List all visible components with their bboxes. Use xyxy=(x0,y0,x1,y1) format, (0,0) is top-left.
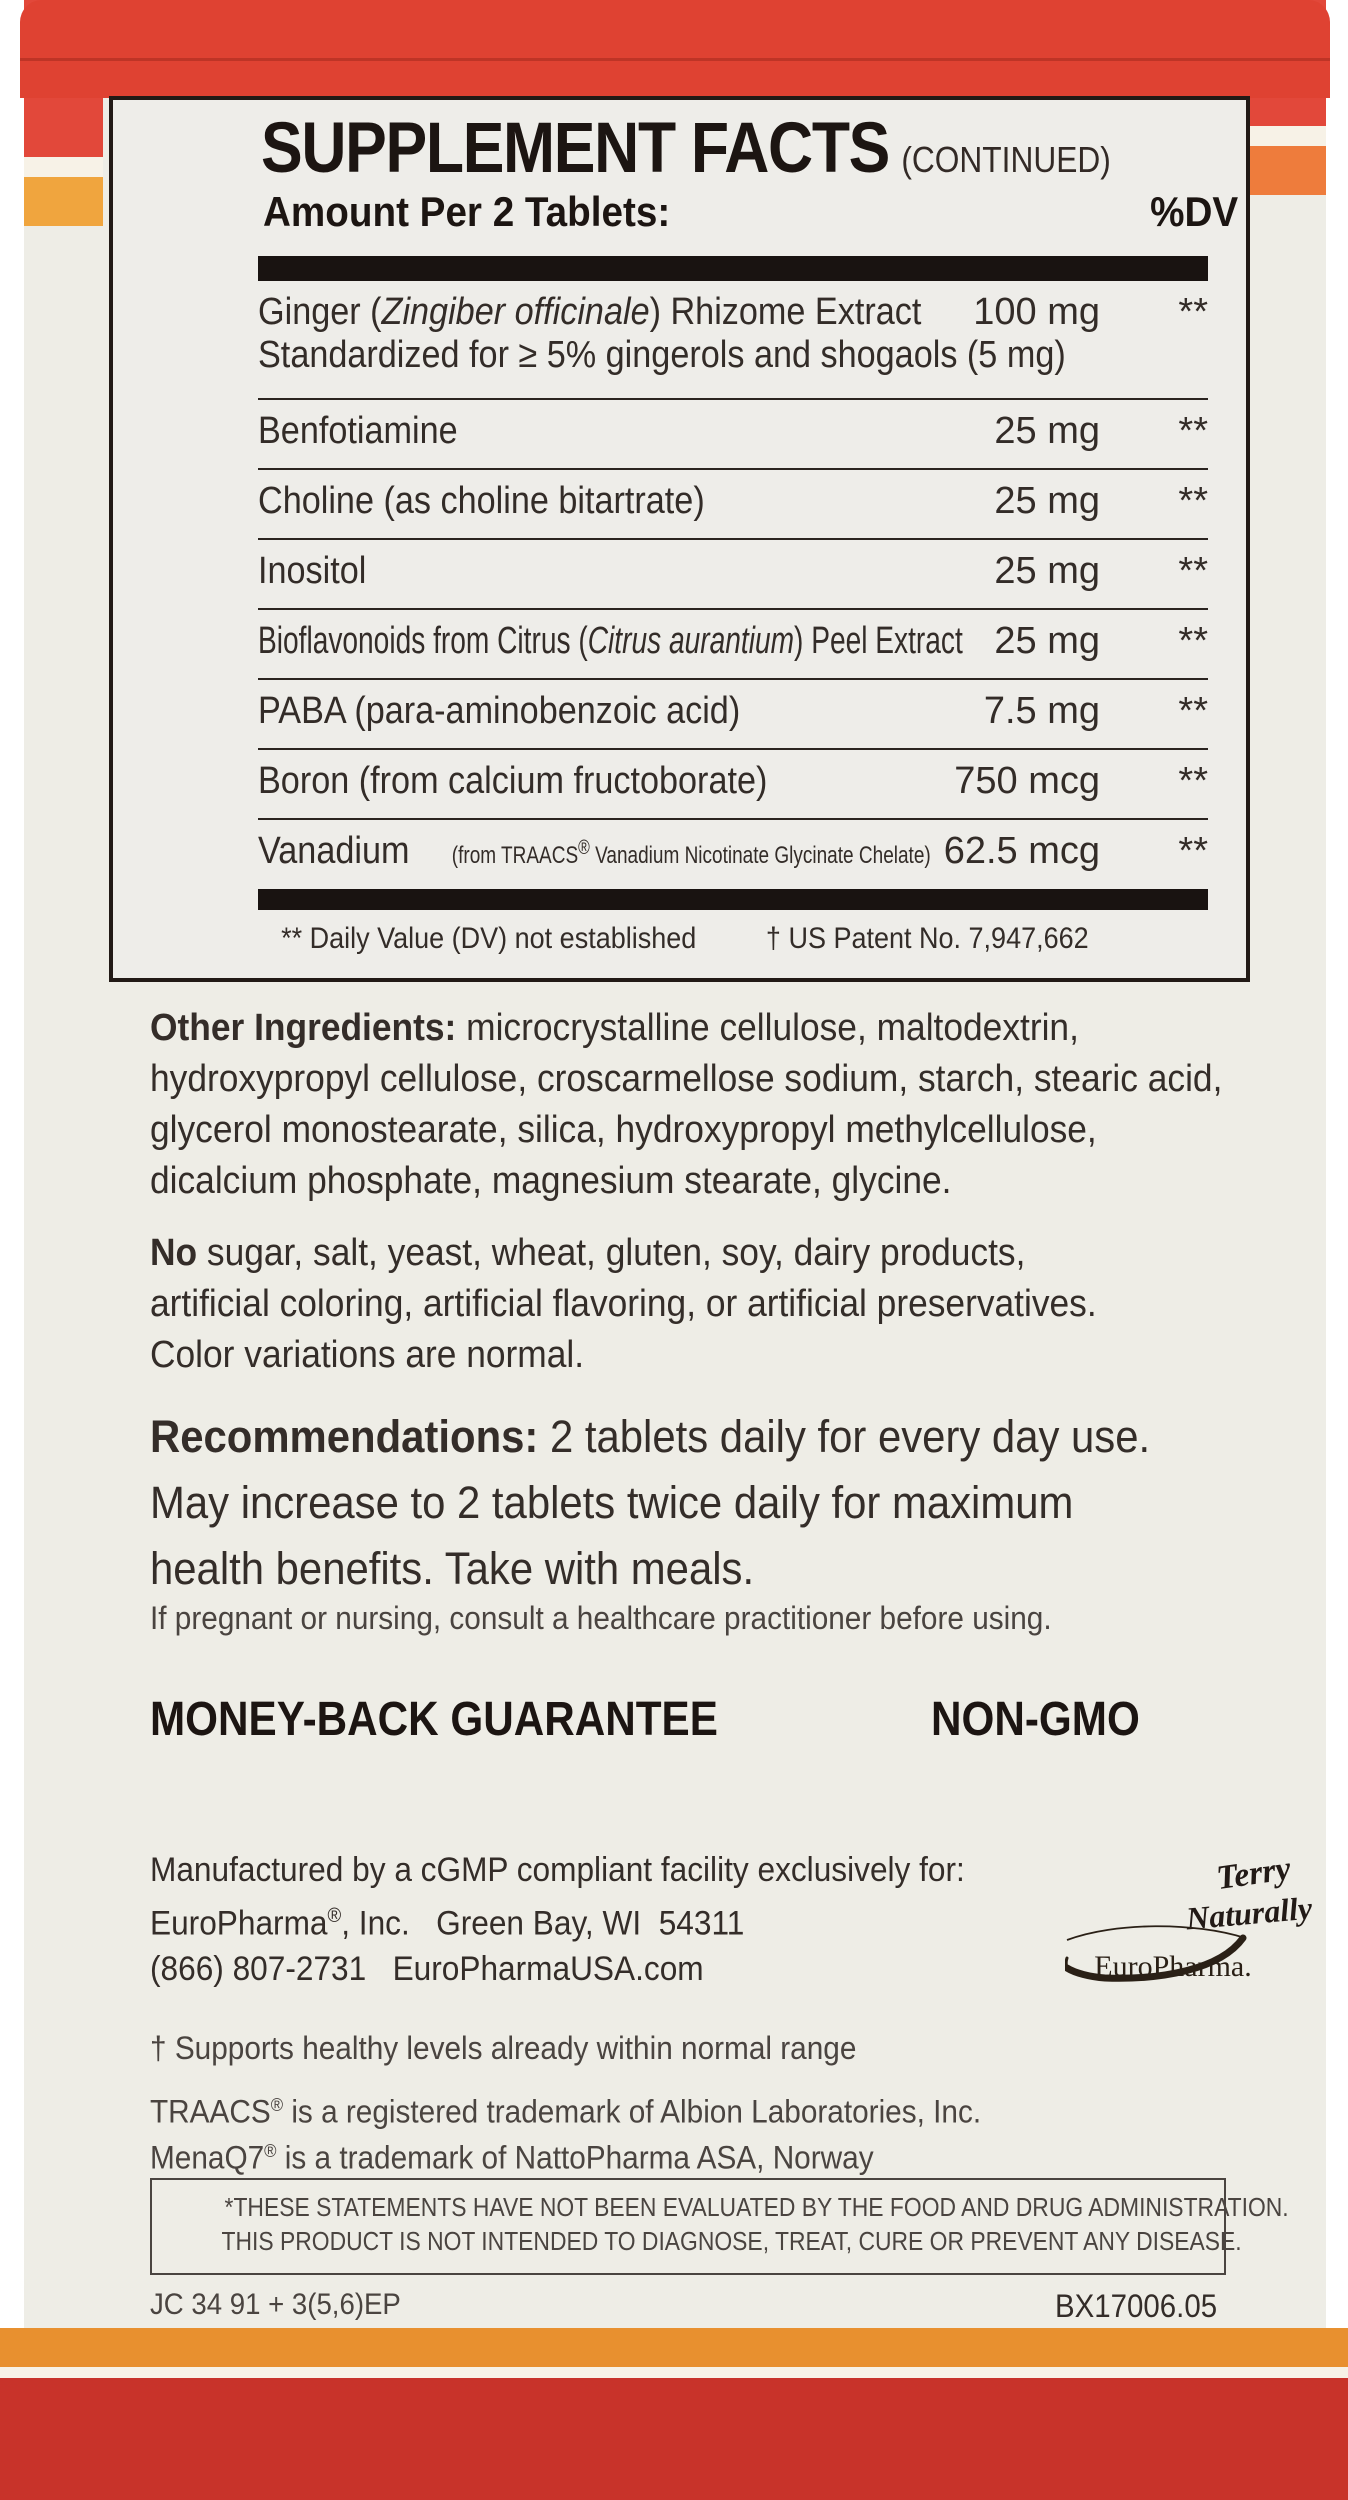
svg-text:Terry: Terry xyxy=(1214,1850,1294,1897)
